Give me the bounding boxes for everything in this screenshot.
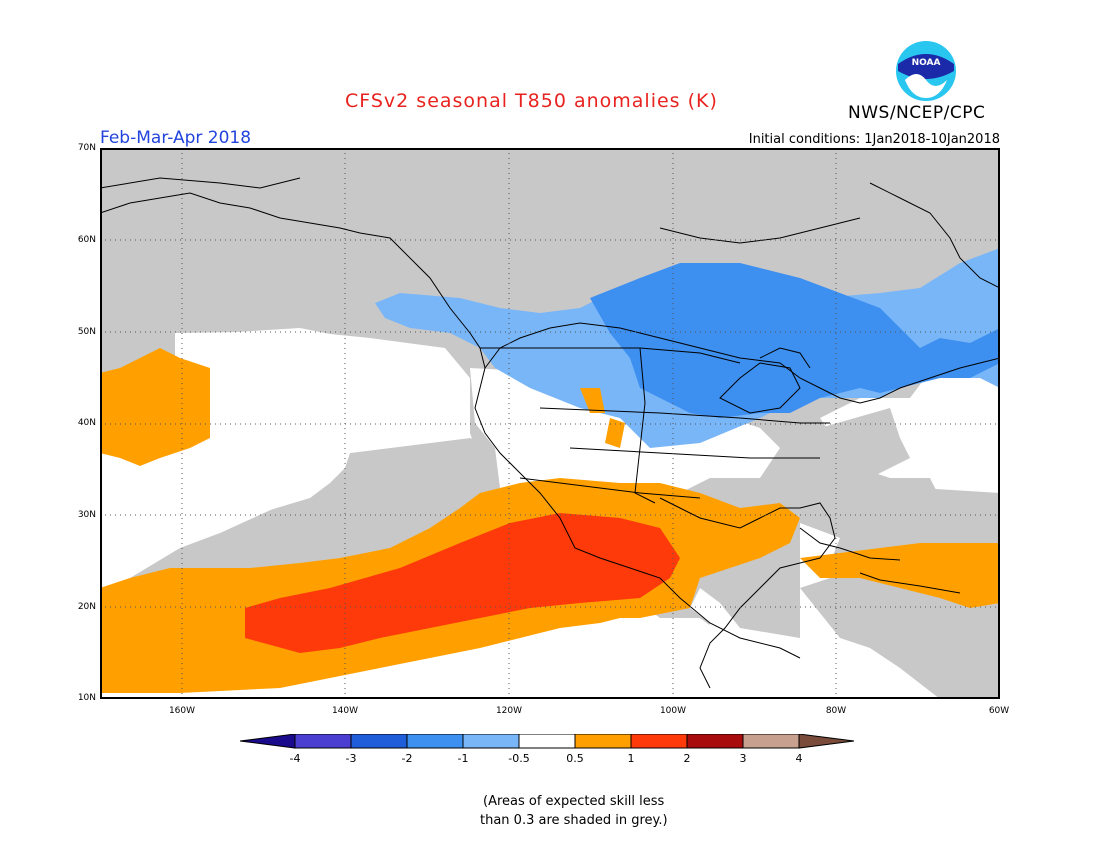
lon-label-120w: 120W xyxy=(495,706,523,716)
lat-label-60n: 60N xyxy=(77,235,96,245)
white-east-pacific xyxy=(175,331,470,533)
lat-label-20n: 20N xyxy=(77,602,96,612)
white-central-us xyxy=(470,368,780,498)
grey-atlantic xyxy=(870,478,1000,548)
legend-label: 4 xyxy=(795,752,803,765)
legend-cell xyxy=(630,734,688,749)
legend-arrow-low xyxy=(240,734,296,749)
orange-spot-a xyxy=(580,388,605,413)
organization-label: NWS/NCEP/CPC xyxy=(848,103,986,123)
legend-cell xyxy=(350,734,408,749)
legend-label: 3 xyxy=(739,752,747,765)
legend-label: 0.5 xyxy=(566,752,584,765)
legend-arrow-high xyxy=(798,734,855,749)
forecast-period: Feb-Mar-Apr 2018 xyxy=(100,128,252,148)
lon-label-160w: 160W xyxy=(168,706,196,716)
noaa-logo: NOAA xyxy=(896,41,956,101)
white-tropics xyxy=(640,618,860,699)
orange-spot-b xyxy=(605,418,625,448)
legend-label: 1 xyxy=(627,752,635,765)
logo-text: NOAA xyxy=(912,58,941,68)
legend-cell xyxy=(294,734,352,749)
orange-north-pacific xyxy=(100,348,210,466)
lat-label-30n: 30N xyxy=(77,510,96,520)
legend-cell xyxy=(462,734,520,749)
grey-pnw-edge xyxy=(350,338,495,448)
lat-lon-grid xyxy=(100,148,1000,699)
legend-label: -1 xyxy=(457,752,469,765)
legend-cell xyxy=(686,734,744,749)
lat-label-40n: 40N xyxy=(77,418,96,428)
lat-label-50n: 50N xyxy=(77,327,96,337)
legend-cell xyxy=(518,734,576,749)
lat-label-10n: 10N xyxy=(77,693,96,703)
grey-gulf-alaska xyxy=(100,148,360,378)
chart-title: CFSv2 seasonal T850 anomalies (K) xyxy=(345,90,718,112)
skill-note-line1: (Areas of expected skill less xyxy=(483,794,665,809)
anomaly-map xyxy=(100,148,1000,699)
legend-cell xyxy=(574,734,632,749)
map-frame xyxy=(100,148,1000,699)
legend-cell xyxy=(742,734,800,749)
skill-note-line2: than 0.3 are shaded in grey.) xyxy=(480,813,668,828)
legend-label: -0.5 xyxy=(508,752,530,765)
legend-cell xyxy=(406,734,464,749)
anomaly-red-orange xyxy=(245,513,680,653)
lon-label-140w: 140W xyxy=(331,706,359,716)
legend-label: -2 xyxy=(401,752,413,765)
legend-label: -4 xyxy=(289,752,301,765)
color-legend xyxy=(240,734,855,749)
lat-label-70n: 70N xyxy=(77,143,96,153)
anomaly-medium-blue xyxy=(590,263,1000,418)
initial-conditions: Initial conditions: 1Jan2018-10Jan2018 xyxy=(748,132,1000,147)
grey-east-coast xyxy=(790,408,910,508)
lon-label-80w: 80W xyxy=(825,706,847,716)
legend-label: -3 xyxy=(345,752,357,765)
lon-label-100w: 100W xyxy=(659,706,687,716)
legend-label: 2 xyxy=(683,752,691,765)
lon-label-60w: 60W xyxy=(988,706,1010,716)
